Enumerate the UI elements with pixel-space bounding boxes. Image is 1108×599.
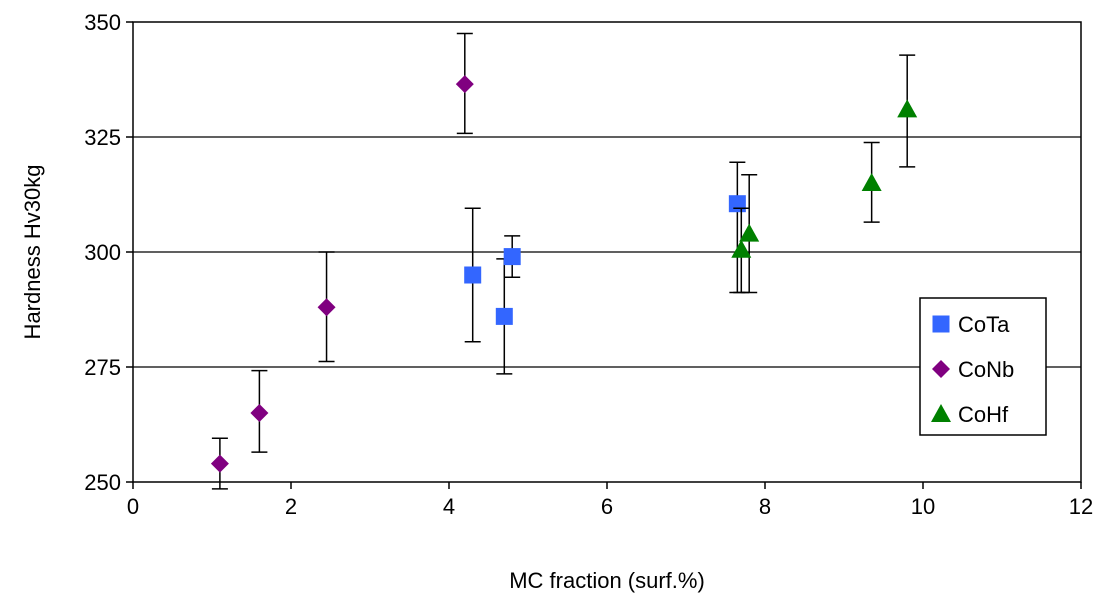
data-point-conb (455, 75, 474, 94)
legend-label-cota: CoTa (958, 312, 1010, 337)
data-point-cota (495, 307, 513, 325)
y-tick-label: 250 (84, 470, 121, 495)
x-tick-label: 0 (127, 494, 139, 519)
data-point-cota (728, 195, 746, 213)
x-tick-label: 8 (759, 494, 771, 519)
legend: CoTa CoNb CoHf (919, 297, 1047, 436)
x-tick-label: 10 (911, 494, 935, 519)
legend-marker-cota (932, 315, 950, 333)
data-point-cohf (861, 173, 882, 191)
legend-label-cohf: CoHf (958, 402, 1009, 427)
x-tick-label: 6 (601, 494, 613, 519)
series-layer (210, 32, 918, 490)
series-conb (210, 32, 474, 490)
legend-label-conb: CoNb (958, 357, 1014, 382)
data-point-cohf (731, 239, 752, 258)
data-point-cota (503, 248, 521, 266)
y-axis-ticks: 250 275 300 325 350 (84, 10, 133, 495)
x-tick-label: 4 (443, 494, 455, 519)
data-point-cohf (897, 99, 918, 118)
y-tick-label: 350 (84, 10, 121, 35)
y-tick-label: 275 (84, 355, 121, 380)
x-axis-ticks: 0 2 4 6 8 10 12 (127, 482, 1093, 519)
legend-marker-conb (932, 360, 950, 378)
data-point-conb (317, 298, 336, 317)
series-cohf (731, 54, 918, 294)
data-point-conb (250, 404, 269, 422)
y-axis-title: Hardness Hv30kg (20, 165, 45, 340)
x-tick-label: 2 (285, 494, 297, 519)
legend-marker-cohf (931, 404, 951, 422)
x-axis-title: MC fraction (surf.%) (509, 568, 705, 593)
data-point-cohf (739, 223, 760, 242)
y-tick-label: 325 (84, 125, 121, 150)
y-tick-label: 300 (84, 240, 121, 265)
data-point-conb (210, 454, 229, 473)
x-tick-label: 12 (1069, 494, 1093, 519)
data-point-cota (464, 266, 482, 284)
